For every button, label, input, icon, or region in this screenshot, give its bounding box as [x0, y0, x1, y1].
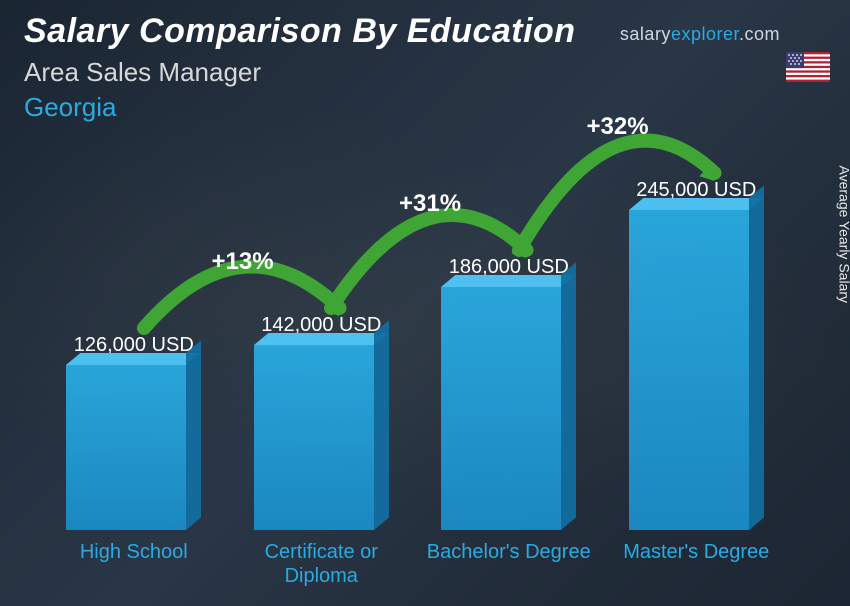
brand-label: salaryexplorer.com — [620, 24, 780, 45]
bar-category-label: Certificate or Diploma — [236, 540, 406, 588]
header: Salary Comparison By Education Area Sale… — [24, 12, 576, 123]
y-axis-label: Average Yearly Salary — [836, 166, 850, 304]
bar-chart: 126,000 USDHigh School142,000 USDCertifi… — [40, 148, 790, 588]
bar-category-label: Bachelor's Degree — [427, 540, 591, 588]
bar-group: 245,000 USDMaster's Degree — [611, 179, 781, 588]
chart-location: Georgia — [24, 92, 576, 123]
bar-group: 142,000 USDCertificate or Diploma — [236, 314, 406, 588]
bar-category-label: Master's Degree — [623, 540, 769, 588]
bar — [254, 345, 389, 530]
bar-group: 186,000 USDBachelor's Degree — [424, 256, 594, 588]
bar — [441, 287, 576, 530]
bar-group: 126,000 USDHigh School — [49, 334, 219, 588]
chart-title: Salary Comparison By Education — [24, 12, 576, 51]
bar — [629, 210, 764, 530]
arc-label: +32% — [587, 113, 649, 141]
bar — [66, 365, 201, 530]
bar-category-label: High School — [80, 540, 188, 588]
chart-subtitle: Area Sales Manager — [24, 57, 576, 88]
flag-icon — [786, 52, 830, 82]
